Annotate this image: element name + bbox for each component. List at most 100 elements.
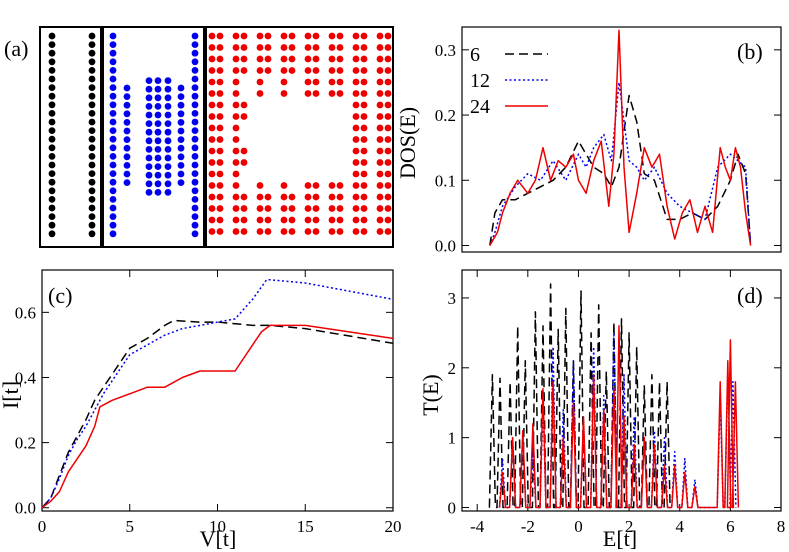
atom-dot xyxy=(208,228,216,235)
atom-dot xyxy=(256,193,264,201)
atom-dot xyxy=(352,228,360,235)
atom-dot xyxy=(164,137,172,145)
atom-dot xyxy=(88,178,96,186)
atom-dot xyxy=(216,136,224,143)
panel-d-xlabel: E[t] xyxy=(603,526,637,551)
atom-dot xyxy=(288,44,296,51)
atom-dot xyxy=(109,213,117,221)
atom-dot xyxy=(48,75,56,83)
xtick-label: 2 xyxy=(625,517,634,536)
xtick-label: 5 xyxy=(126,517,135,536)
atom-dot xyxy=(48,135,56,143)
atom-dot xyxy=(312,205,320,212)
atom-dot xyxy=(360,228,368,235)
atom-dot xyxy=(304,55,312,63)
atom-dot xyxy=(376,228,384,235)
atom-dot xyxy=(240,44,248,51)
atom-dot xyxy=(123,162,131,169)
panel-d-label: (d) xyxy=(737,283,763,308)
atom-dot xyxy=(264,205,272,212)
atom-dot xyxy=(312,55,320,63)
atom-dot xyxy=(304,44,312,51)
panel-b-legend: 6 12 24 xyxy=(470,44,548,118)
atom-dot xyxy=(312,228,320,235)
panel-b-axes: 0.0 0.1 0.2 0.3 xyxy=(435,41,781,255)
atom-dot xyxy=(164,146,172,153)
atom-dot xyxy=(145,120,153,127)
atom-dot xyxy=(352,44,360,51)
atom-dot xyxy=(109,153,117,160)
series-12-line xyxy=(489,81,752,246)
atom-dot xyxy=(240,228,248,235)
atom-dot xyxy=(352,193,360,201)
atom-dot xyxy=(280,90,288,97)
atom-dot xyxy=(360,205,368,212)
atom-dot xyxy=(164,154,172,162)
atom-dot xyxy=(191,67,199,74)
panel-b-ylabel: DOS(E) xyxy=(395,107,420,179)
atom-dot xyxy=(48,170,56,178)
atom-dot xyxy=(145,163,153,171)
atom-dot xyxy=(384,101,392,109)
atom-dot xyxy=(48,196,56,203)
atom-dot xyxy=(256,228,264,235)
atom-dot xyxy=(288,67,296,74)
atom-dot xyxy=(216,170,224,178)
atom-dot xyxy=(123,93,131,100)
atom-dot xyxy=(177,144,185,152)
atom-dot xyxy=(109,92,117,100)
atom-dot xyxy=(154,146,162,153)
atom-dot xyxy=(216,228,224,235)
atom-dot xyxy=(145,111,153,119)
atom-dot xyxy=(177,93,185,100)
atom-dot xyxy=(264,32,272,40)
atom-dot xyxy=(384,67,392,74)
atom-dot xyxy=(208,136,216,143)
atom-dot xyxy=(232,113,240,120)
atom-dot xyxy=(328,78,336,86)
atom-dot xyxy=(123,170,131,178)
atom-dot xyxy=(352,147,360,155)
atom-dot xyxy=(304,90,312,97)
atom-dot xyxy=(280,205,288,212)
atom-dot xyxy=(328,44,336,51)
atom-dot xyxy=(191,196,199,203)
atom-dot xyxy=(208,147,216,155)
atom-dot xyxy=(288,193,296,201)
atom-dot xyxy=(352,170,360,178)
atom-dot xyxy=(123,144,131,152)
atom-dot xyxy=(336,55,344,63)
atom-dot xyxy=(360,124,368,132)
atom-dot xyxy=(336,32,344,40)
atom-dot xyxy=(384,78,392,86)
atom-dot xyxy=(88,75,96,83)
xtick-label: 4 xyxy=(675,517,684,536)
atom-dot xyxy=(109,161,117,169)
atom-dot xyxy=(88,110,96,117)
atom-dot xyxy=(109,101,117,109)
panel-c-iv: (c) I[t] V[t] 0.0 0.2 0.4 0.6 0 5 10 15 20 xyxy=(0,269,402,551)
atom-dot xyxy=(109,75,117,83)
atom-dot xyxy=(154,171,162,179)
atom-dot xyxy=(360,78,368,86)
atom-dot xyxy=(191,49,199,57)
atom-dot xyxy=(216,147,224,155)
atom-dot xyxy=(264,193,272,201)
atom-dot xyxy=(288,32,296,40)
atom-dot xyxy=(312,32,320,40)
atom-dot xyxy=(360,90,368,97)
atom-dot xyxy=(48,187,56,195)
ytick-label: 0.0 xyxy=(15,499,36,518)
panel-c-series xyxy=(41,279,394,509)
atom-dot xyxy=(256,205,264,212)
atom-dot xyxy=(48,153,56,160)
atom-dot xyxy=(336,90,344,97)
atom-dot xyxy=(216,159,224,166)
atom-dot xyxy=(154,189,162,196)
atom-dot xyxy=(109,127,117,134)
atom-dot xyxy=(208,67,216,74)
atom-dot xyxy=(280,216,288,224)
atom-dot xyxy=(352,205,360,212)
atom-dot xyxy=(280,32,288,40)
atom-dot xyxy=(208,159,216,166)
